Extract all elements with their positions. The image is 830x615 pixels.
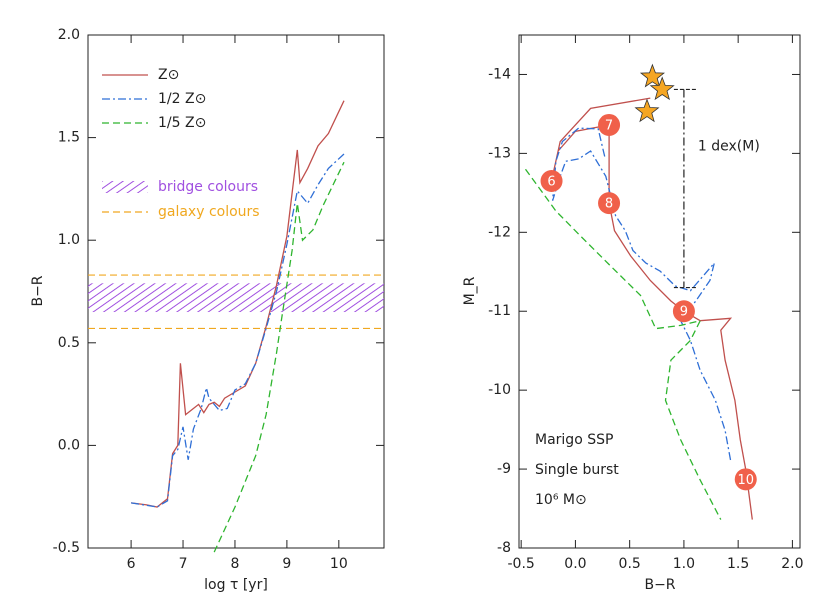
x-tick-label: 7: [179, 556, 188, 572]
age-marker: [672, 300, 695, 323]
y-tick-label: -0.5: [53, 540, 80, 556]
star: [639, 63, 666, 88]
x-axis-label: log τ [yr]: [204, 577, 268, 593]
y-axis-label: B−R: [30, 275, 46, 306]
x-tick-label: 2.0: [781, 556, 803, 572]
x-tick-label: 8: [231, 556, 240, 572]
y-tick-label: -14: [488, 66, 511, 82]
legend-label: bridge colours: [158, 179, 258, 195]
y-axis-label: M_R: [462, 276, 478, 305]
age-marker: [734, 468, 757, 491]
age-marker-label: 6: [547, 175, 555, 190]
age-marker-label: 7: [605, 118, 613, 133]
legend-swatch: [102, 181, 148, 193]
y-tick-label: -9: [497, 461, 511, 477]
series-line: [131, 100, 345, 508]
band: [88, 283, 384, 313]
legend-label: 1/2 Z⊙: [158, 91, 206, 107]
y-tick-label: 0.0: [58, 437, 80, 453]
x-tick-label: 6: [127, 556, 136, 572]
age-marker-label: 9: [680, 305, 688, 320]
series-line: [524, 168, 722, 520]
y-tick-label: 0.5: [58, 335, 80, 351]
age-marker: [540, 170, 563, 193]
x-tick-label: 1.5: [727, 556, 749, 572]
age-marker-label: 10: [737, 473, 754, 488]
series-line: [130, 153, 345, 508]
y-tick-label: -8: [497, 540, 511, 556]
star: [634, 98, 660, 123]
y-tick-label: 1.0: [58, 232, 80, 248]
legend-label: 1/5 Z⊙: [158, 115, 206, 131]
x-tick-label: 10: [330, 556, 348, 572]
y-tick-label: -10: [488, 382, 511, 398]
age-marker: [598, 192, 621, 215]
y-tick-label: -11: [488, 303, 511, 319]
y-tick-label: 2.0: [58, 27, 80, 43]
annotation-label: 1 dex(M): [698, 139, 760, 155]
panel-text: Marigo SSP: [535, 432, 613, 448]
star: [649, 76, 675, 101]
x-tick-label: 1.0: [673, 556, 695, 572]
y-tick-label: -13: [488, 145, 511, 161]
x-tick-label: 0.0: [564, 556, 586, 572]
y-tick-label: -12: [488, 224, 511, 240]
series-line: [213, 161, 345, 553]
panel-text: 10⁶ M⊙: [535, 492, 587, 508]
x-tick-label: 0.5: [619, 556, 641, 572]
age-marker: [598, 113, 621, 136]
x-axis-label: B−R: [644, 577, 675, 593]
series-line: [551, 127, 732, 461]
x-tick-label: -0.5: [508, 556, 535, 572]
age-marker-label: 8: [605, 197, 613, 212]
panel-text: Single burst: [535, 462, 619, 478]
y-tick-label: 1.5: [58, 130, 80, 146]
series-line: [550, 97, 753, 520]
x-tick-label: 9: [282, 556, 291, 572]
right-frame: [518, 34, 801, 549]
legend-label: Z⊙: [158, 67, 179, 83]
legend-label: galaxy colours: [158, 204, 260, 220]
